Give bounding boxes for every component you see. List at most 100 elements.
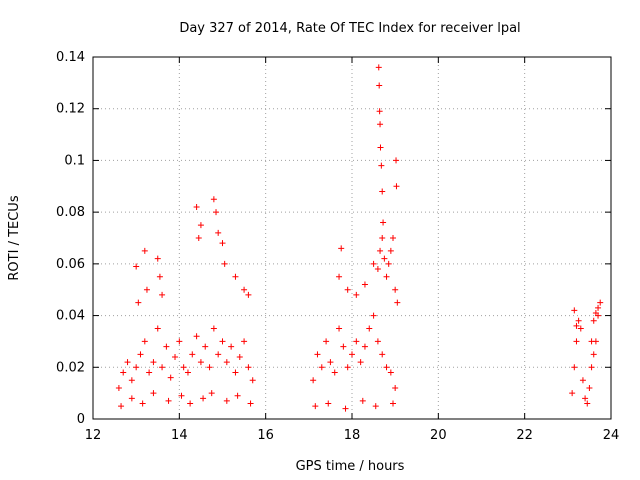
data-point <box>336 325 343 332</box>
data-point <box>375 64 382 71</box>
chart-title: Day 327 of 2014, Rate Of TEC Index for r… <box>179 21 520 36</box>
data-point <box>197 359 204 366</box>
data-point <box>353 338 360 345</box>
data-point <box>176 338 183 345</box>
data-point <box>344 364 351 371</box>
grid <box>93 57 611 419</box>
data-point <box>167 374 174 381</box>
data-point <box>249 377 256 384</box>
data-point <box>383 273 390 280</box>
y-tick-label: 0.04 <box>56 309 85 324</box>
data-point <box>331 369 338 376</box>
data-point <box>228 343 235 350</box>
data-point <box>133 263 140 270</box>
data-point <box>128 395 135 402</box>
data-point <box>379 188 386 195</box>
data-point <box>247 400 254 407</box>
data-point <box>189 351 196 358</box>
data-point <box>156 273 163 280</box>
data-point <box>394 299 401 306</box>
x-tick-label: 16 <box>257 428 274 443</box>
x-axis-label: GPS time / hours <box>296 459 405 474</box>
data-point <box>359 397 366 404</box>
data-point <box>219 240 226 247</box>
x-tick-label: 12 <box>85 428 102 443</box>
data-point <box>379 235 386 241</box>
data-point <box>582 395 589 402</box>
data-point <box>573 322 580 329</box>
data-point <box>336 273 343 280</box>
data-point <box>234 392 241 399</box>
data-point <box>124 359 131 366</box>
data-point <box>245 291 252 298</box>
y-tick-label: 0.08 <box>56 205 85 220</box>
y-tick-label: 0 <box>77 412 85 427</box>
data-point <box>390 235 397 241</box>
data-point <box>318 364 325 371</box>
data-point <box>361 281 368 288</box>
data-point <box>184 369 191 376</box>
data-point <box>236 353 243 360</box>
y-tick-label: 0.02 <box>56 360 85 375</box>
data-point <box>178 392 185 399</box>
data-point <box>353 291 360 298</box>
y-tick-label: 0.06 <box>56 257 85 272</box>
y-tick-label: 0.14 <box>56 50 85 65</box>
data-point <box>200 395 207 402</box>
data-point <box>150 359 157 366</box>
x-tick-label: 14 <box>171 428 188 443</box>
data-point <box>378 162 385 169</box>
data-point <box>195 235 202 241</box>
data-point <box>390 400 397 407</box>
data-point <box>137 351 144 358</box>
data-point <box>187 400 194 407</box>
data-point <box>215 229 222 236</box>
data-point <box>223 397 230 404</box>
x-tick-label: 20 <box>430 428 447 443</box>
data-point <box>154 255 161 262</box>
data-point <box>349 351 355 358</box>
data-point <box>141 247 148 254</box>
data-point <box>202 343 209 350</box>
data-point <box>150 390 157 397</box>
data-point <box>579 377 586 384</box>
data-point <box>380 219 387 226</box>
data-point <box>392 286 399 293</box>
data-points <box>115 64 604 412</box>
data-point <box>571 364 578 371</box>
data-point <box>206 364 213 371</box>
data-point <box>143 286 150 293</box>
data-point <box>392 384 399 391</box>
data-point <box>310 377 317 384</box>
data-point <box>592 309 599 316</box>
data-point <box>133 364 140 371</box>
data-point <box>377 144 384 151</box>
data-point <box>588 338 595 345</box>
data-point <box>385 260 392 267</box>
x-axis: 12 14 16 18 20 22 24 <box>85 57 619 443</box>
data-point <box>340 343 347 350</box>
data-point <box>135 299 142 306</box>
data-point <box>128 377 135 384</box>
data-point <box>575 317 582 324</box>
data-point <box>569 390 576 397</box>
data-point <box>366 325 373 332</box>
data-point <box>325 400 332 407</box>
data-point <box>586 384 593 391</box>
data-point <box>577 325 584 332</box>
data-point <box>376 108 383 115</box>
data-point <box>154 325 161 332</box>
data-point <box>597 299 604 306</box>
data-point <box>314 351 321 358</box>
data-point <box>370 312 377 319</box>
x-tick-label: 22 <box>516 428 533 443</box>
data-point <box>344 286 351 293</box>
data-point <box>584 400 591 407</box>
data-point <box>377 247 384 254</box>
data-point <box>381 255 388 262</box>
data-point <box>219 338 226 345</box>
data-point <box>208 390 215 397</box>
data-point <box>180 364 187 371</box>
data-point <box>232 369 239 376</box>
